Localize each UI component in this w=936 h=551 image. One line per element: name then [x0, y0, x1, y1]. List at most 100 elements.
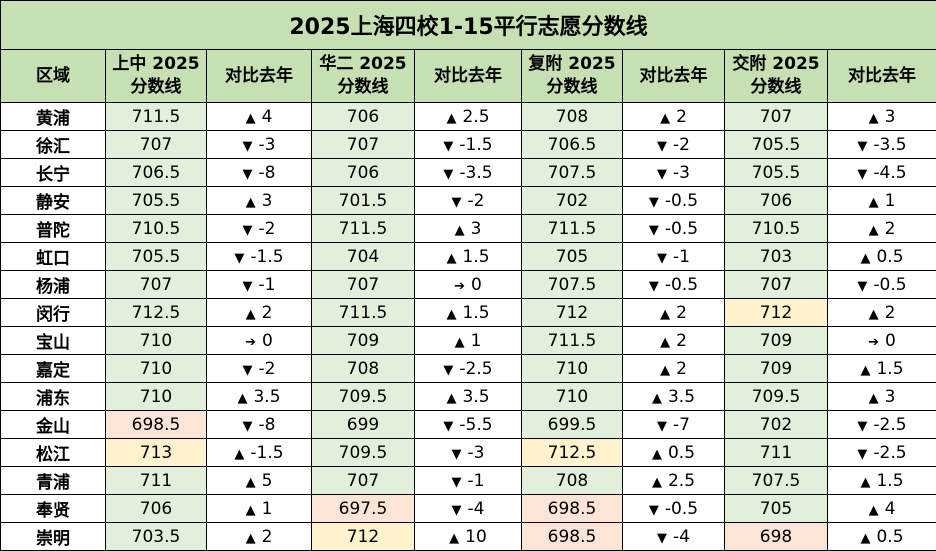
region-cell: 徐汇: [0, 130, 106, 159]
compare-cell: ▲ 1.5: [827, 354, 936, 383]
compare-cell: ▼ -0.5: [622, 186, 725, 215]
table-row: 静安 705.5 ▲ 3 701.5 ▼ -2 702 ▼ -0.5 706 ▲ 1: [0, 186, 936, 215]
score-cell: 711.5: [105, 102, 207, 131]
compare-cell: ▼ -0.5: [622, 494, 725, 523]
trend-arrow-icon: ▼: [443, 138, 454, 154]
compare-cell: ▼ -2: [206, 354, 312, 383]
trend-arrow-icon: ▼: [234, 250, 245, 266]
trend-arrow-icon: ▼: [857, 446, 868, 462]
compare-value: 2: [676, 106, 687, 127]
compare-value: -1.5: [250, 442, 284, 463]
compare-cell: ▼ -1: [206, 270, 312, 299]
trend-arrow-icon: ▲: [860, 474, 871, 490]
score-cell: 703: [724, 242, 828, 271]
table-row: 长宁 706.5 ▼ -8 706 ▼ -3.5 707.5 ▼ -3 705.5 ▼ -4.5: [0, 158, 936, 187]
compare-value: -2.5: [873, 414, 907, 435]
score-cell: 703.5: [105, 522, 207, 551]
score-cell: 709.5: [311, 382, 415, 411]
trend-arrow-icon: ▼: [443, 362, 454, 378]
compare-value: -8: [258, 414, 276, 435]
compare-value: -3: [673, 162, 690, 183]
score-cell: 712: [521, 298, 623, 327]
score-cell: 706: [724, 186, 828, 215]
trend-arrow-icon: ▲: [245, 194, 256, 210]
score-cell: 709: [724, 354, 828, 383]
compare-cell: ▲ 4: [206, 102, 312, 131]
score-cell: 698.5: [105, 410, 207, 439]
compare-value: 2: [676, 330, 687, 351]
score-cell: 709.5: [724, 382, 828, 411]
compare-cell: ▼ -2.5: [827, 410, 936, 439]
trend-arrow-icon: ▲: [237, 390, 248, 406]
compare-cell: ▲ 1.5: [827, 466, 936, 495]
compare-cell: ▲ 0.5: [622, 438, 725, 467]
score-cell: 710: [521, 354, 623, 383]
trend-arrow-icon: ▼: [443, 166, 454, 182]
region-cell: 长宁: [0, 158, 106, 187]
compare-cell: ▼ -1.5: [414, 130, 522, 159]
compare-value: 3.5: [667, 386, 696, 407]
header-school-score: 交附 2025 分数线: [724, 49, 828, 103]
trend-arrow-icon: ▼: [242, 418, 253, 434]
compare-value: -2: [673, 134, 690, 155]
compare-cell: ▲ 1: [414, 326, 522, 355]
trend-arrow-icon: ▼: [242, 362, 253, 378]
trend-arrow-icon: ➔: [868, 334, 880, 350]
trend-arrow-icon: ▲: [860, 362, 871, 378]
table-row: 青浦 711 ▲ 5 707 ▼ -1 708 ▲ 2.5 707.5 ▲ 1.5: [0, 466, 936, 495]
trend-arrow-icon: ▲: [454, 334, 465, 350]
compare-cell: ▲ 2: [827, 214, 936, 243]
table-body: 黄浦 711.5 ▲ 4 706 ▲ 2.5 708 ▲ 2 707 ▲ 3 徐汇 707 ▼ -3 707 ▼ -1…: [0, 102, 936, 551]
trend-arrow-icon: ▲: [245, 530, 256, 546]
table-row: 嘉定 710 ▼ -2 708 ▼ -2.5 710 ▲ 2 709 ▲ 1.5: [0, 354, 936, 383]
trend-arrow-icon: ▼: [451, 194, 462, 210]
compare-cell: ▼ -8: [206, 410, 312, 439]
table-row: 奉贤 706 ▲ 1 697.5 ▼ -4 698.5 ▼ -0.5 705 ▲ 4: [0, 494, 936, 523]
compare-cell: ▲ 2: [622, 102, 725, 131]
score-cell: 704: [311, 242, 415, 271]
table-row: 金山 698.5 ▼ -8 699 ▼ -5.5 699.5 ▼ -7 702 ▼ -2.5: [0, 410, 936, 439]
compare-cell: ➔ 0: [414, 270, 522, 299]
region-cell: 宝山: [0, 326, 106, 355]
trend-arrow-icon: ▲: [868, 390, 879, 406]
trend-arrow-icon: ▲: [446, 250, 457, 266]
trend-arrow-icon: ▲: [868, 194, 879, 210]
score-cell: 698.5: [521, 522, 623, 551]
trend-arrow-icon: ▲: [868, 110, 879, 126]
score-cell: 711.5: [311, 214, 415, 243]
compare-cell: ▲ 3: [206, 186, 312, 215]
header-compare: 对比去年: [414, 49, 522, 103]
trend-arrow-icon: ▲: [651, 474, 662, 490]
compare-value: 0.5: [667, 442, 696, 463]
compare-value: -5.5: [459, 414, 493, 435]
score-cell: 705.5: [105, 242, 207, 271]
compare-value: 3: [261, 190, 273, 211]
compare-value: 1: [261, 498, 273, 519]
compare-cell: ▼ -0.5: [622, 270, 725, 299]
trend-arrow-icon: ▲: [449, 530, 460, 546]
trend-arrow-icon: ▲: [860, 250, 871, 266]
header-compare: 对比去年: [622, 49, 725, 103]
compare-value: 0: [262, 330, 273, 351]
trend-arrow-icon: ▼: [857, 418, 868, 434]
score-cell: 698: [724, 522, 828, 551]
trend-arrow-icon: ▼: [657, 530, 668, 546]
compare-cell: ➔ 0: [827, 326, 936, 355]
compare-cell: ▲ 2: [827, 298, 936, 327]
compare-cell: ▼ -2: [414, 186, 522, 215]
compare-value: -4: [467, 498, 485, 519]
region-cell: 金山: [0, 410, 106, 439]
compare-value: 1.5: [876, 358, 904, 379]
score-cell: 710: [105, 382, 207, 411]
compare-value: 2: [676, 302, 687, 323]
compare-cell: ▲ 0.5: [827, 522, 936, 551]
table-row: 松江 713 ▲ -1.5 709.5 ▼ -3 712.5 ▲ 0.5 711 ▼ -2.5: [0, 438, 936, 467]
compare-cell: ▼ -4: [622, 522, 725, 551]
compare-value: -0.5: [873, 274, 907, 295]
trend-arrow-icon: ▲: [868, 222, 879, 238]
score-cell: 709.5: [311, 438, 415, 467]
table-row: 普陀 710.5 ▼ -2 711.5 ▲ 3 711.5 ▼ -0.5 710.5 ▲ 2: [0, 214, 936, 243]
table-row: 崇明 703.5 ▲ 2 712 ▲ 10 698.5 ▼ -4 698 ▲ 0.5: [0, 522, 936, 551]
trend-arrow-icon: ▼: [857, 138, 868, 154]
compare-value: -2.5: [873, 442, 907, 463]
